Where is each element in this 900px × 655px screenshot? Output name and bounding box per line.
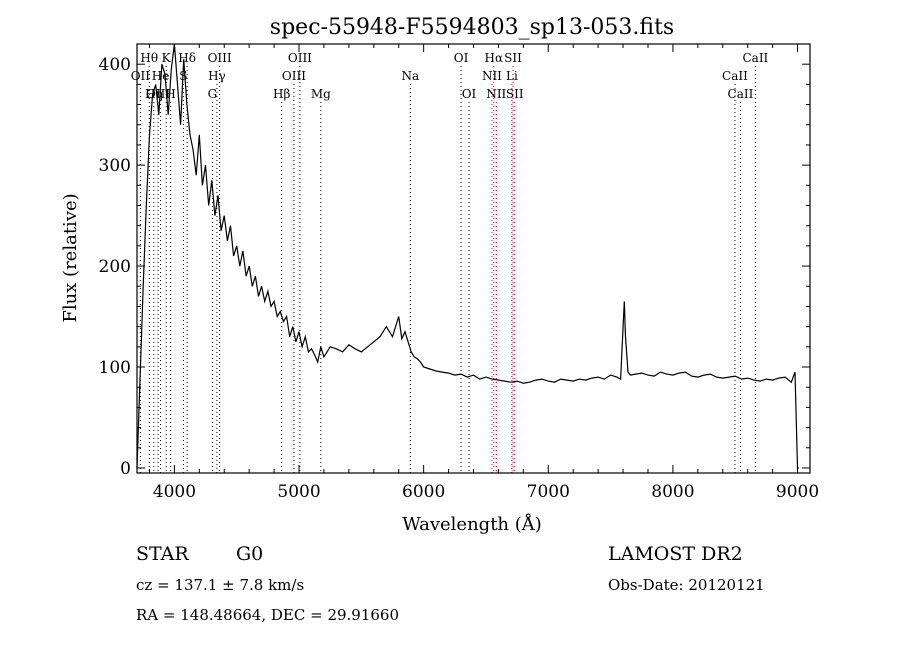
y-tick-label: 400 xyxy=(99,55,131,75)
subclass: G0 xyxy=(236,543,263,565)
y-tick-label: 300 xyxy=(99,156,131,176)
spectral-line-label: Hγ xyxy=(208,69,226,83)
x-axis-ticks: 4000 5000 6000 7000 8000 9000 xyxy=(148,44,819,502)
plot-frame xyxy=(136,43,811,474)
x-tick-label: 7000 xyxy=(527,482,570,502)
spectral-line-label: Mg xyxy=(311,87,331,101)
chart-title: spec-55948-F5594803_sp13-053.fits xyxy=(270,15,674,40)
spectral-line-label: Na xyxy=(401,69,419,83)
redshift-velocity: cz = 137.1 ± 7.8 km/s xyxy=(136,576,304,594)
x-tick-label: 8000 xyxy=(651,482,694,502)
spectrum-series-line xyxy=(136,43,799,469)
spectral-line-label: CaII xyxy=(722,69,748,83)
object-type: STAR xyxy=(136,543,189,565)
spectral-line-label: Li xyxy=(506,69,518,83)
spectral-line-label: CaII xyxy=(728,87,754,101)
spectral-line-label: Hβ xyxy=(273,87,290,101)
x-axis-label: Wavelength (Å) xyxy=(402,513,542,535)
observation-date: Obs-Date: 20120121 xyxy=(608,576,765,594)
spectral-line-label: K xyxy=(162,51,172,65)
spectral-line-label: OIII xyxy=(282,69,306,83)
spectral-line-label: OIII xyxy=(288,51,312,65)
coordinates: RA = 148.48664, DEC = 29.91660 xyxy=(136,606,399,624)
survey-name: LAMOST DR2 xyxy=(608,543,743,565)
spectral-line-label: CaII xyxy=(742,51,768,65)
spectral-line-label: SII xyxy=(506,87,524,101)
spectral-line-label: OII xyxy=(131,69,151,83)
spectral-line-label: OI xyxy=(462,87,477,101)
y-axis-label: Flux (relative) xyxy=(60,193,81,322)
y-tick-label: 200 xyxy=(99,257,131,277)
spectral-line-label: NII xyxy=(486,87,506,101)
spectral-line-label: Hδ xyxy=(178,51,196,65)
x-tick-label: 6000 xyxy=(402,482,445,502)
x-tick-label: 4000 xyxy=(153,482,196,502)
spectral-line-label: OI xyxy=(454,51,469,65)
spectral-line-label: H xyxy=(165,87,175,101)
spectral-line-label: G xyxy=(208,87,218,101)
x-tick-label: 9000 xyxy=(776,482,819,502)
spectral-line-label: NII xyxy=(482,69,502,83)
y-axis-ticks: 0 100 200 300 400 xyxy=(99,55,810,479)
spectral-line-label: Hα xyxy=(485,51,504,65)
spectral-line-label: OIII xyxy=(208,51,232,65)
y-tick-label: 100 xyxy=(99,358,131,378)
spectral-line-label: Hθ xyxy=(140,51,158,65)
x-tick-label: 5000 xyxy=(277,482,320,502)
spectral-line-label: Hη xyxy=(145,87,163,101)
spectral-line-label: SII xyxy=(504,51,522,65)
y-tick-label: 0 xyxy=(120,459,131,479)
